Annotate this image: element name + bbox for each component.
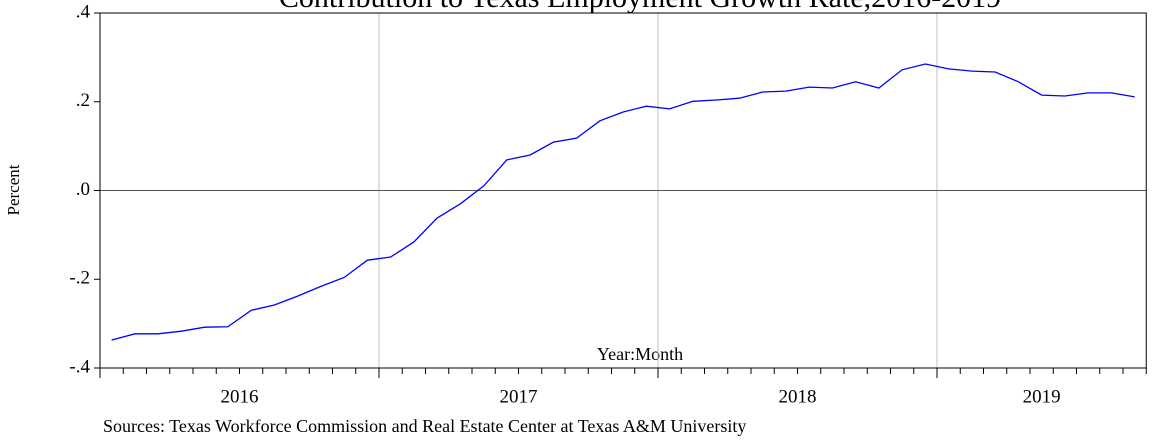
y-tick-label: -.4 bbox=[69, 356, 90, 377]
x-tick-label: 2018 bbox=[779, 386, 817, 407]
data-line bbox=[111, 63, 1135, 341]
y-tick-label: .4 bbox=[76, 1, 91, 22]
x-tick-label: 2019 bbox=[1023, 386, 1061, 407]
y-tick-label: .2 bbox=[76, 90, 90, 111]
y-tick-label: .0 bbox=[76, 179, 90, 200]
chart-title: Contribution to Texas Employment Growth … bbox=[279, 0, 1001, 14]
y-tick-label: -.2 bbox=[69, 268, 90, 289]
x-tick-label: 2016 bbox=[221, 386, 259, 407]
x-axis-label: Year:Month bbox=[597, 344, 683, 364]
source-note: Sources: Texas Workforce Commission and … bbox=[103, 416, 746, 436]
x-tick-label: 2017 bbox=[500, 386, 538, 407]
y-axis-label: Percent bbox=[4, 164, 23, 215]
